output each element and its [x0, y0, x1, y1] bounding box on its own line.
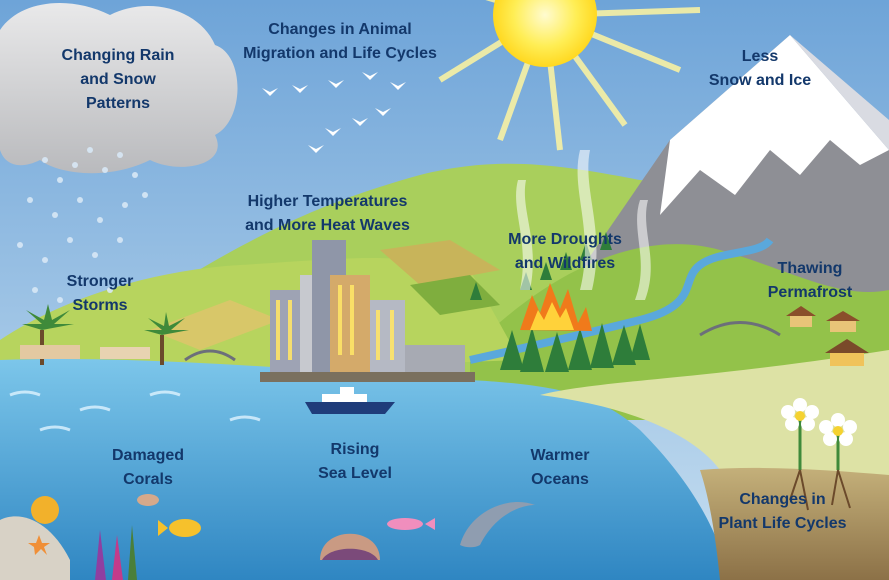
wildfire-icon — [520, 283, 592, 331]
smoke-plumes — [516, 150, 651, 300]
migrating-birds — [262, 72, 406, 153]
waves — [9, 390, 261, 432]
label-stronger-storms: Stronger Storms — [66, 273, 134, 314]
label-higher-temperatures-heat-waves: Higher Temperatures and More Heat Waves — [245, 193, 410, 234]
shore — [540, 350, 889, 480]
label-less-snow-and-ice: Less Snow and Ice — [708, 48, 812, 89]
farm-fields — [150, 240, 500, 350]
forest — [470, 232, 650, 372]
houses — [786, 306, 869, 366]
sun-icon — [438, 0, 701, 151]
river — [469, 237, 774, 364]
clam-shell-icon — [320, 533, 380, 560]
coral-reef — [0, 496, 137, 580]
label-warmer-oceans: Warmer Oceans — [530, 447, 590, 488]
bridges — [184, 321, 781, 362]
label-animal-migration-life-cycles: Changes in Animal Migration and Life Cycl… — [243, 21, 437, 62]
label-thawing-permafrost: Thawing Permafrost — [767, 260, 853, 301]
label-plant-life-cycles: Changes in Plant Life Cycles — [718, 491, 847, 532]
ship-icon — [305, 387, 395, 414]
label-more-droughts-wildfires: More Droughts and Wildfires — [508, 231, 622, 272]
city-buildings — [260, 240, 475, 382]
label-damaged-corals: Damaged Corals — [111, 447, 185, 488]
dolphin-icon — [460, 501, 535, 548]
palm-trees — [20, 304, 189, 365]
label-rising-sea-level: Rising Sea Level — [318, 441, 392, 482]
fish-icons — [137, 494, 435, 537]
label-changing-rain-snow-patterns: Changing Rain and Snow Patterns — [61, 47, 175, 112]
flowering-plants — [781, 398, 857, 511]
storm-cloud — [0, 2, 238, 303]
soil — [700, 467, 889, 580]
